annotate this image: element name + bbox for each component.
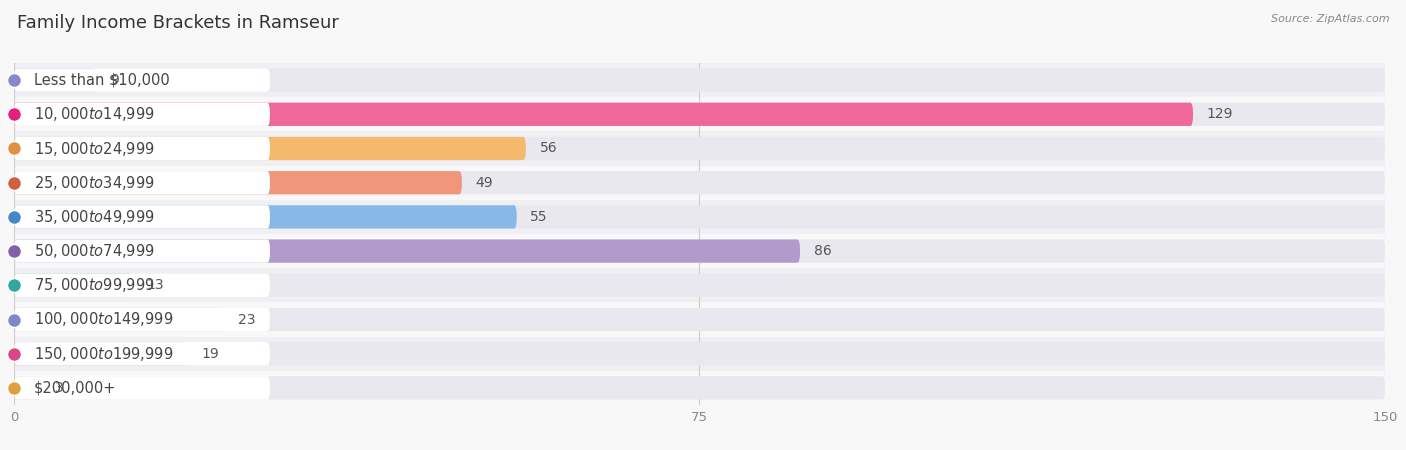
FancyBboxPatch shape (14, 103, 1385, 126)
FancyBboxPatch shape (14, 342, 188, 365)
FancyBboxPatch shape (14, 68, 1385, 92)
FancyBboxPatch shape (14, 337, 1385, 371)
FancyBboxPatch shape (14, 137, 270, 160)
FancyBboxPatch shape (14, 274, 1385, 297)
Text: $150,000 to $199,999: $150,000 to $199,999 (34, 345, 173, 363)
FancyBboxPatch shape (14, 234, 1385, 268)
FancyBboxPatch shape (14, 171, 270, 194)
FancyBboxPatch shape (14, 97, 1385, 131)
FancyBboxPatch shape (14, 103, 1192, 126)
FancyBboxPatch shape (14, 205, 1385, 229)
Text: $75,000 to $99,999: $75,000 to $99,999 (34, 276, 155, 294)
FancyBboxPatch shape (14, 302, 1385, 337)
Text: 3: 3 (55, 381, 63, 395)
FancyBboxPatch shape (14, 376, 270, 400)
FancyBboxPatch shape (14, 166, 1385, 200)
FancyBboxPatch shape (14, 68, 270, 92)
FancyBboxPatch shape (14, 274, 134, 297)
Text: $35,000 to $49,999: $35,000 to $49,999 (34, 208, 155, 226)
FancyBboxPatch shape (14, 371, 1385, 405)
FancyBboxPatch shape (14, 342, 1385, 365)
FancyBboxPatch shape (14, 308, 225, 331)
Text: 129: 129 (1206, 107, 1233, 122)
FancyBboxPatch shape (14, 137, 526, 160)
FancyBboxPatch shape (14, 205, 517, 229)
Text: 49: 49 (475, 176, 494, 190)
FancyBboxPatch shape (14, 342, 270, 365)
FancyBboxPatch shape (14, 63, 1385, 97)
FancyBboxPatch shape (14, 137, 1385, 160)
Text: 56: 56 (540, 141, 557, 156)
FancyBboxPatch shape (14, 308, 270, 331)
Text: $25,000 to $34,999: $25,000 to $34,999 (34, 174, 155, 192)
FancyBboxPatch shape (14, 131, 1385, 166)
FancyBboxPatch shape (14, 239, 800, 263)
Text: 23: 23 (238, 312, 256, 327)
Text: Source: ZipAtlas.com: Source: ZipAtlas.com (1271, 14, 1389, 23)
FancyBboxPatch shape (14, 200, 1385, 234)
Text: $100,000 to $149,999: $100,000 to $149,999 (34, 310, 173, 328)
FancyBboxPatch shape (14, 376, 42, 400)
FancyBboxPatch shape (14, 274, 270, 297)
Text: $200,000+: $200,000+ (34, 380, 117, 396)
FancyBboxPatch shape (14, 103, 270, 126)
FancyBboxPatch shape (14, 68, 96, 92)
Text: Family Income Brackets in Ramseur: Family Income Brackets in Ramseur (17, 14, 339, 32)
Text: 55: 55 (530, 210, 548, 224)
Text: $50,000 to $74,999: $50,000 to $74,999 (34, 242, 155, 260)
FancyBboxPatch shape (14, 171, 463, 194)
FancyBboxPatch shape (14, 376, 1385, 400)
FancyBboxPatch shape (14, 205, 270, 229)
Text: 19: 19 (201, 346, 219, 361)
Text: $15,000 to $24,999: $15,000 to $24,999 (34, 140, 155, 158)
Text: $10,000 to $14,999: $10,000 to $14,999 (34, 105, 155, 123)
FancyBboxPatch shape (14, 171, 1385, 194)
Text: Less than $10,000: Less than $10,000 (34, 72, 170, 88)
FancyBboxPatch shape (14, 268, 1385, 302)
Text: 86: 86 (814, 244, 831, 258)
Text: 13: 13 (146, 278, 165, 293)
FancyBboxPatch shape (14, 239, 270, 263)
Text: 9: 9 (110, 73, 120, 87)
FancyBboxPatch shape (14, 239, 1385, 263)
FancyBboxPatch shape (14, 308, 1385, 331)
